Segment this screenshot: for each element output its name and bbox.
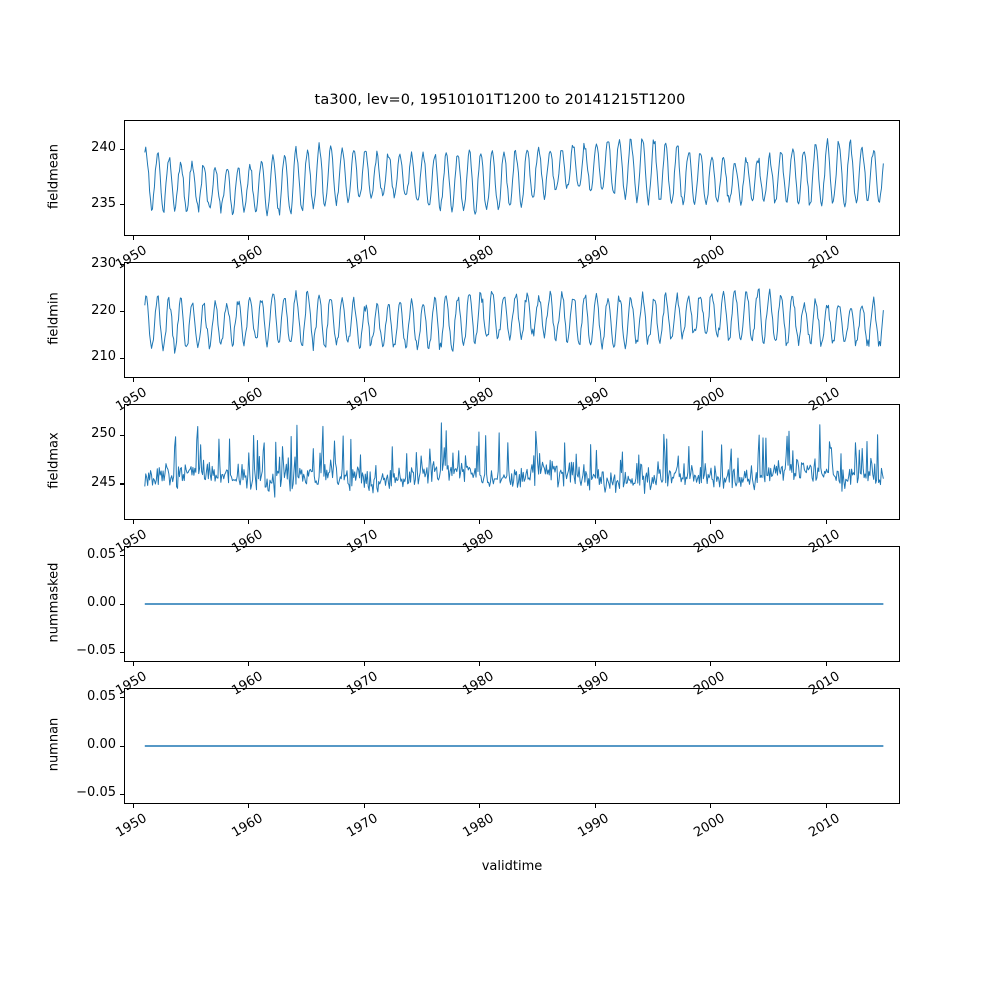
x-tick-mark-fieldmean-4 xyxy=(594,236,596,240)
x-tick-mark-fieldmax-2 xyxy=(363,520,365,524)
x-tick-mark-nummasked-5 xyxy=(710,662,712,666)
x-tick-mark-fieldmax-0 xyxy=(132,520,134,524)
y-tick-label-fieldmin-0: 210 xyxy=(91,349,116,365)
y-tick-mark-fieldmax-0 xyxy=(120,483,124,485)
x-tick-mark-fieldmax-3 xyxy=(479,520,481,524)
y-tick-label-nummasked-2: −0.05 xyxy=(76,643,116,659)
x-tick-mark-fieldmax-4 xyxy=(594,520,596,524)
x-tick-mark-fieldmax-6 xyxy=(825,520,827,524)
x-tick-mark-nummasked-2 xyxy=(363,662,365,666)
y-tick-mark-numnan-2 xyxy=(120,793,124,795)
plot-panel-numnan xyxy=(124,688,900,804)
x-tick-mark-fieldmin-2 xyxy=(363,378,365,382)
y-tick-label-fieldmin-1: 220 xyxy=(91,302,116,318)
y-tick-label-fieldmean-1: 240 xyxy=(91,140,116,155)
y-tick-label-fieldmean-0: 235 xyxy=(91,195,116,211)
x-tick-mark-nummasked-6 xyxy=(825,662,827,666)
y-tick-mark-numnan-0 xyxy=(120,697,124,699)
data-line-fieldmean xyxy=(144,138,884,217)
y-tick-mark-fieldmin-1 xyxy=(120,311,124,313)
x-tick-mark-nummasked-3 xyxy=(479,662,481,666)
x-tick-mark-nummasked-0 xyxy=(132,662,134,666)
plot-panel-fieldmean xyxy=(124,120,900,236)
x-tick-mark-numnan-3 xyxy=(479,804,481,808)
x-tick-mark-fieldmin-5 xyxy=(710,378,712,382)
plot-panel-fieldmax xyxy=(124,404,900,520)
x-tick-mark-fieldmean-3 xyxy=(479,236,481,240)
plot-panel-fieldmin xyxy=(124,262,900,378)
x-tick-mark-fieldmin-3 xyxy=(479,378,481,382)
y-tick-mark-fieldmean-1 xyxy=(120,148,124,150)
y-axis-label-numnan: numnan xyxy=(46,717,62,772)
y-tick-label-numnan-0: 0.05 xyxy=(87,688,116,704)
y-tick-mark-nummasked-2 xyxy=(120,651,124,653)
y-tick-mark-fieldmin-2 xyxy=(120,264,124,266)
y-tick-label-fieldmin-2: 230 xyxy=(91,255,116,271)
x-tick-mark-fieldmin-4 xyxy=(594,378,596,382)
plot-panel-nummasked xyxy=(124,546,900,662)
y-tick-label-nummasked-1: 0.00 xyxy=(87,595,116,610)
x-tick-mark-numnan-5 xyxy=(710,804,712,808)
y-tick-mark-numnan-1 xyxy=(120,745,124,747)
figure-title: ta300, lev=0, 19510101T1200 to 20141215T… xyxy=(314,92,686,108)
y-tick-label-nummasked-0: 0.05 xyxy=(87,546,116,562)
x-tick-mark-fieldmin-6 xyxy=(825,378,827,382)
x-tick-mark-nummasked-1 xyxy=(248,662,250,666)
y-tick-mark-fieldmax-1 xyxy=(120,434,124,436)
x-tick-mark-numnan-0 xyxy=(132,804,134,808)
x-tick-mark-numnan-4 xyxy=(594,804,596,808)
axes-frame-fieldmean xyxy=(124,120,900,236)
x-tick-mark-fieldmean-5 xyxy=(710,236,712,240)
x-tick-mark-numnan-2 xyxy=(363,804,365,808)
y-tick-label-fieldmax-0: 245 xyxy=(91,474,116,490)
x-tick-mark-fieldmin-0 xyxy=(132,378,134,382)
y-tick-mark-fieldmean-0 xyxy=(120,204,124,206)
x-tick-mark-numnan-1 xyxy=(248,804,250,808)
data-line-nummasked xyxy=(144,603,884,605)
x-tick-mark-fieldmean-2 xyxy=(363,236,365,240)
x-tick-mark-fieldmax-5 xyxy=(710,520,712,524)
x-axis-label: validtime xyxy=(481,859,543,874)
x-tick-mark-nummasked-4 xyxy=(594,662,596,666)
y-tick-label-fieldmax-1: 250 xyxy=(91,426,116,442)
x-tick-mark-fieldmean-1 xyxy=(248,236,250,240)
x-tick-mark-fieldmax-1 xyxy=(248,520,250,524)
y-tick-mark-nummasked-1 xyxy=(120,603,124,605)
data-line-fieldmax xyxy=(144,422,884,498)
y-tick-label-numnan-2: −0.05 xyxy=(76,785,116,801)
y-tick-label-numnan-1: 0.00 xyxy=(87,737,116,752)
x-tick-mark-fieldmin-1 xyxy=(248,378,250,382)
x-tick-mark-fieldmean-0 xyxy=(132,236,134,240)
data-line-fieldmin xyxy=(144,288,884,354)
y-tick-mark-nummasked-0 xyxy=(120,555,124,557)
x-tick-mark-fieldmean-6 xyxy=(825,236,827,240)
data-line-numnan xyxy=(144,745,884,747)
y-tick-mark-fieldmin-0 xyxy=(120,357,124,359)
x-tick-mark-numnan-6 xyxy=(825,804,827,808)
